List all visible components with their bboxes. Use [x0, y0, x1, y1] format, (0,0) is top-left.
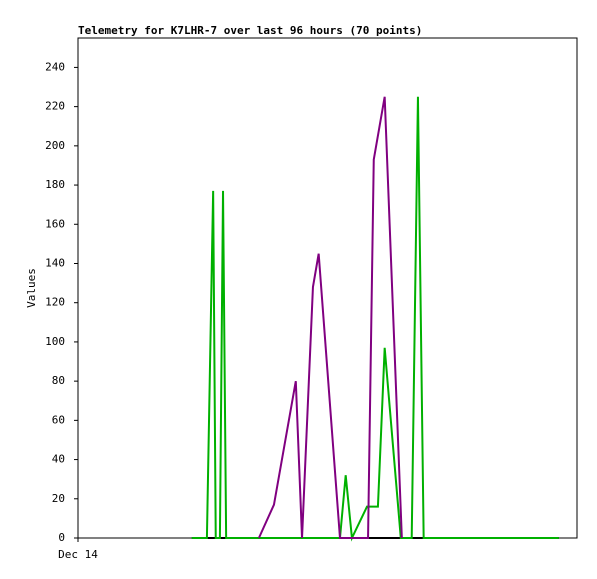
series-line: [191, 96, 559, 542]
y-tick-label: 180: [45, 178, 65, 191]
chart-title: Telemetry for K7LHR-7 over last 96 hours…: [78, 24, 422, 37]
y-tick-label: 220: [45, 100, 65, 113]
y-tick-label: 200: [45, 139, 65, 152]
y-tick-label: 100: [45, 335, 65, 348]
y-tick-label: 40: [52, 453, 65, 466]
y-tick-label: 80: [52, 374, 65, 387]
y-tick-label: 0: [58, 531, 65, 544]
y-axis-label: Values: [25, 268, 38, 308]
y-tick-label: 120: [45, 296, 65, 309]
y-tick-label: 160: [45, 217, 65, 230]
y-tick-label: 240: [45, 60, 65, 73]
x-tick-label: Dec 14: [58, 548, 98, 561]
y-tick-label: 140: [45, 256, 65, 269]
y-tick-label: 60: [52, 413, 65, 426]
series-line: [257, 96, 403, 539]
plot-frame: [77, 37, 578, 539]
y-tick-label: 20: [52, 492, 65, 505]
